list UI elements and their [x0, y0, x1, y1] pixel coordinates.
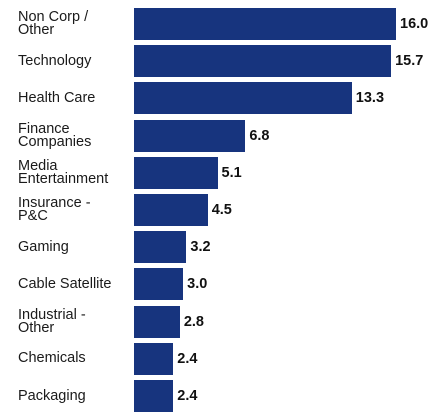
- bar: [134, 8, 396, 40]
- category-label: Insurance - P&C: [18, 195, 91, 224]
- value-label: 4.5: [211, 202, 232, 218]
- category-label: Finance Companies: [18, 120, 92, 150]
- category-label: Chemicals: [18, 350, 86, 367]
- bar: [134, 156, 218, 189]
- bar: [134, 119, 246, 152]
- bar: [134, 45, 392, 78]
- category-label: Industrial - Other: [18, 306, 86, 336]
- category-label: Technology: [18, 52, 92, 69]
- bar: [134, 231, 187, 264]
- bar: [134, 194, 208, 226]
- bar: [134, 268, 184, 301]
- value-label: 2.8: [183, 313, 205, 330]
- value-label: 3.2: [190, 239, 211, 256]
- bar: [134, 380, 174, 412]
- bar: [134, 82, 352, 115]
- category-label: Health Care: [18, 89, 96, 106]
- category-label: Cable Satellite: [18, 275, 112, 292]
- value-label: 3.0: [187, 276, 208, 293]
- value-label: 2.4: [177, 350, 198, 367]
- category-label: Non Corp / Other: [18, 9, 89, 38]
- value-label: 16.0: [400, 16, 429, 32]
- value-label: 15.7: [395, 53, 424, 70]
- category-label: Gaming: [18, 238, 69, 255]
- category-label: Media Entertainment: [18, 157, 109, 187]
- value-label: 13.3: [355, 90, 385, 107]
- bar: [134, 305, 180, 338]
- value-label: 6.8: [249, 127, 270, 144]
- value-label: 2.4: [177, 388, 198, 404]
- category-label: Packaging: [18, 387, 86, 404]
- value-label: 5.1: [221, 164, 242, 181]
- bar: [134, 342, 174, 375]
